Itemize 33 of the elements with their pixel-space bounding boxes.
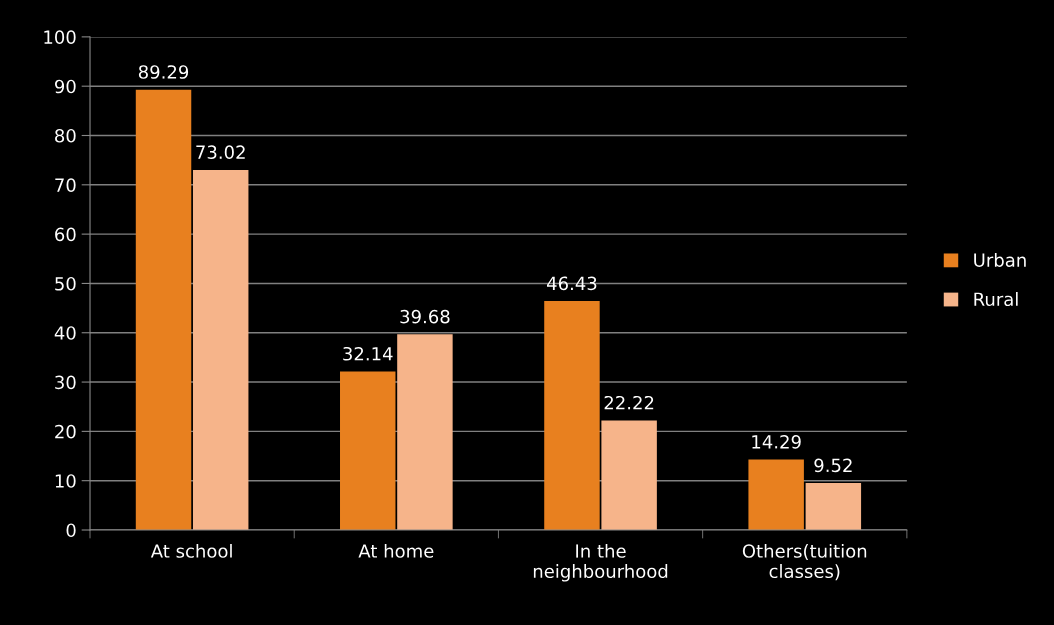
x-tick-label: At school	[150, 543, 232, 558]
y-tick-label: 50	[55, 276, 76, 291]
bar	[340, 371, 396, 530]
bar	[748, 459, 804, 530]
legend-label: Rural	[974, 292, 1018, 307]
y-tick-label: 0	[66, 523, 76, 538]
data-label: 32.14	[343, 346, 393, 361]
data-label: 89.29	[138, 65, 189, 79]
bar	[544, 301, 600, 530]
data-label: 73.02	[196, 145, 245, 160]
data-label: 46.43	[546, 276, 597, 291]
bar	[601, 420, 657, 530]
x-tick-label: Others(tuition classes)	[742, 543, 867, 581]
y-tick-label: 30	[55, 375, 76, 390]
data-label: 22.22	[604, 395, 654, 410]
legend-label: Urban	[974, 252, 1026, 267]
y-tick-label: 40	[54, 326, 76, 340]
y-tick-label: 90	[54, 79, 76, 94]
y-tick-label: 100	[44, 30, 76, 44]
x-tick-label: At home	[358, 543, 434, 558]
y-tick-label: 10	[55, 474, 76, 488]
bar	[135, 89, 192, 530]
data-label: 9.52	[814, 458, 852, 473]
y-tick-label: 20	[55, 424, 76, 439]
x-tick-label: In the neighbourhood	[533, 543, 668, 582]
y-tick-label: 60	[55, 227, 76, 242]
data-label: 39.68	[400, 309, 450, 324]
bar	[192, 169, 249, 530]
bar	[805, 483, 862, 530]
data-label: 14.29	[752, 434, 801, 449]
y-tick-label: 80	[55, 128, 76, 143]
y-tick-label: 70	[55, 178, 76, 192]
bar	[397, 334, 453, 530]
